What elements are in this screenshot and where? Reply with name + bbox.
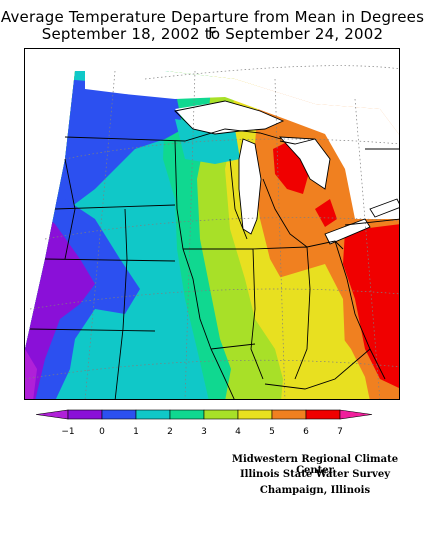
legend-swatch <box>305 409 341 420</box>
legend-tick-label: 6 <box>303 427 309 437</box>
legend-tick-label: 0 <box>99 427 105 437</box>
legend-tick-label: 2 <box>167 427 173 437</box>
legend-tick-label: 3 <box>201 427 207 437</box>
legend-tick-label: 7 <box>337 427 343 437</box>
lake-superior <box>175 101 283 134</box>
legend-swatch <box>237 409 273 420</box>
zone-4-5-ohio <box>275 264 345 379</box>
lake-outlines <box>174 100 399 245</box>
lake-michigan <box>239 139 261 234</box>
legend-swatch <box>169 409 205 420</box>
legend-swatch <box>101 409 137 420</box>
graticule <box>25 65 399 399</box>
zone-6-7-thumb <box>315 199 337 227</box>
color-legend: −1 0 1 2 3 4 5 6 7 <box>35 408 388 440</box>
zone-0-1-north <box>55 79 183 209</box>
credit-line-1: Midwestern Regional Climate Center <box>231 454 399 476</box>
lake-erie <box>325 219 370 244</box>
lake-huron <box>280 137 330 189</box>
legend-arrow-left <box>35 409 69 420</box>
credit-line-3: Champaign, Illinois <box>259 485 371 496</box>
legend-swatch <box>67 409 103 420</box>
legend-tick-label: −1 <box>61 427 74 437</box>
zone-below-neg1 <box>25 349 37 399</box>
legend-swatch <box>271 409 307 420</box>
map-title-line-2: September 18, 2002 to September 24, 2002 <box>41 25 384 43</box>
legend-arrow-right <box>339 409 373 420</box>
credit-line-2: Illinois State Water Survey <box>239 469 391 480</box>
legend-tick-label: 5 <box>269 427 275 437</box>
temperature-departure-map <box>24 48 400 400</box>
legend-bar: −1 0 1 2 3 4 5 6 7 <box>35 409 373 437</box>
map-canvas <box>25 65 399 399</box>
map-title-line-1: Average Temperature Departure from Mean … <box>0 8 425 42</box>
legend-tick-label: 1 <box>133 427 139 437</box>
legend-swatch <box>135 409 171 420</box>
legend-swatch <box>203 409 239 420</box>
legend-tick-label: 4 <box>235 427 241 437</box>
